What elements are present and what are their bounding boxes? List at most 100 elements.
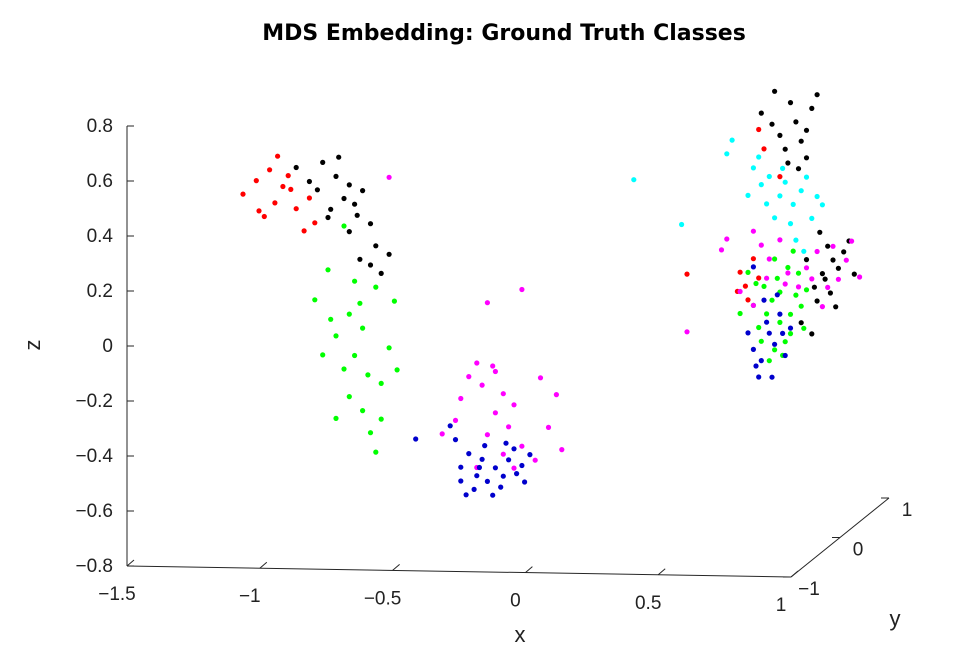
- data-point: [511, 465, 517, 471]
- data-point: [559, 447, 565, 453]
- data-point: [333, 333, 339, 339]
- data-point: [857, 274, 863, 280]
- data-point: [500, 473, 506, 479]
- data-point: [458, 395, 464, 402]
- data-point: [545, 424, 552, 430]
- data-point: [793, 119, 799, 125]
- data-point: [500, 451, 506, 457]
- z-tick-label: 0.4: [87, 226, 114, 247]
- data-point: [777, 237, 783, 243]
- data-point: [288, 186, 294, 192]
- data-point: [785, 270, 791, 276]
- data-point: [320, 159, 326, 165]
- data-point: [822, 276, 828, 282]
- x-axis-line: [126, 565, 792, 578]
- data-point: [780, 165, 786, 171]
- data-point: [787, 100, 794, 106]
- data-point: [367, 221, 374, 227]
- data-point: [336, 154, 342, 160]
- data-point: [312, 220, 318, 226]
- data-point: [354, 212, 360, 218]
- data-point: [346, 229, 352, 235]
- data-point: [750, 302, 757, 308]
- data-point: [378, 380, 384, 386]
- data-point: [532, 457, 538, 463]
- data-point: [769, 121, 775, 127]
- data-point: [809, 215, 815, 221]
- data-point: [814, 92, 820, 98]
- data-point: [378, 416, 384, 422]
- data-point: [386, 251, 392, 257]
- data-point: [293, 164, 299, 171]
- data-point: [553, 392, 560, 398]
- data-point: [830, 257, 836, 263]
- z-tick-group: −0.8 −0.6 −0.4 −0.2 0 0.2 0.4 0.6 0.8: [75, 116, 134, 577]
- data-point: [280, 183, 286, 190]
- data-point: [463, 492, 469, 498]
- data-point: [814, 248, 820, 255]
- data-point: [373, 284, 379, 290]
- data-point: [758, 182, 764, 188]
- data-point: [365, 372, 371, 378]
- data-point: [466, 451, 472, 457]
- data-point: [756, 324, 762, 331]
- data-point: [753, 280, 759, 287]
- data-point: [490, 363, 496, 369]
- data-point: [772, 347, 778, 353]
- data-point: [780, 330, 786, 336]
- data-point: [814, 298, 820, 304]
- data-point: [814, 193, 820, 200]
- data-point: [503, 440, 509, 446]
- data-point: [758, 242, 764, 248]
- data-point: [769, 297, 775, 303]
- data-point: [774, 275, 780, 281]
- data-point: [787, 311, 794, 317]
- data-point: [328, 316, 334, 322]
- z-tick-label: 0.2: [87, 281, 113, 302]
- z-tick-label: 0.6: [87, 171, 113, 192]
- data-point: [785, 264, 791, 271]
- data-point: [750, 256, 757, 262]
- data-point: [745, 192, 751, 198]
- data-point: [500, 391, 506, 397]
- data-point: [787, 325, 794, 331]
- data-point: [506, 424, 512, 430]
- data-point: [360, 408, 366, 414]
- data-point: [851, 271, 857, 277]
- data-point: [490, 492, 496, 498]
- data-point: [761, 297, 767, 303]
- data-point: [452, 437, 459, 443]
- data-point: [506, 457, 512, 463]
- data-point: [766, 173, 772, 180]
- data-point: [798, 138, 804, 144]
- data-point: [811, 284, 818, 290]
- data-point: [803, 127, 810, 133]
- data-point: [769, 374, 775, 380]
- y-tick-label: 0: [853, 540, 864, 561]
- data-point: [793, 292, 799, 298]
- data-point: [772, 215, 778, 221]
- data-point: [803, 174, 810, 180]
- data-point: [367, 262, 374, 268]
- data-point: [514, 471, 520, 477]
- data-point: [758, 338, 764, 344]
- data-point: [803, 257, 810, 263]
- data-point: [367, 430, 374, 436]
- x-tick-group: −1.5 −1 −0.5 0 0.5 1: [98, 559, 799, 616]
- data-point: [766, 358, 772, 364]
- data-point: [737, 288, 743, 295]
- data-point: [790, 201, 796, 207]
- data-point: [787, 331, 794, 337]
- data-point: [479, 382, 485, 388]
- data-point: [476, 464, 482, 471]
- data-point: [761, 283, 767, 289]
- data-point: [803, 287, 810, 293]
- data-point: [256, 208, 262, 214]
- data-point: [825, 284, 831, 290]
- data-point: [737, 310, 743, 317]
- data-point: [756, 374, 762, 380]
- data-point: [782, 179, 788, 185]
- data-point: [325, 267, 331, 273]
- data-point: [474, 360, 480, 366]
